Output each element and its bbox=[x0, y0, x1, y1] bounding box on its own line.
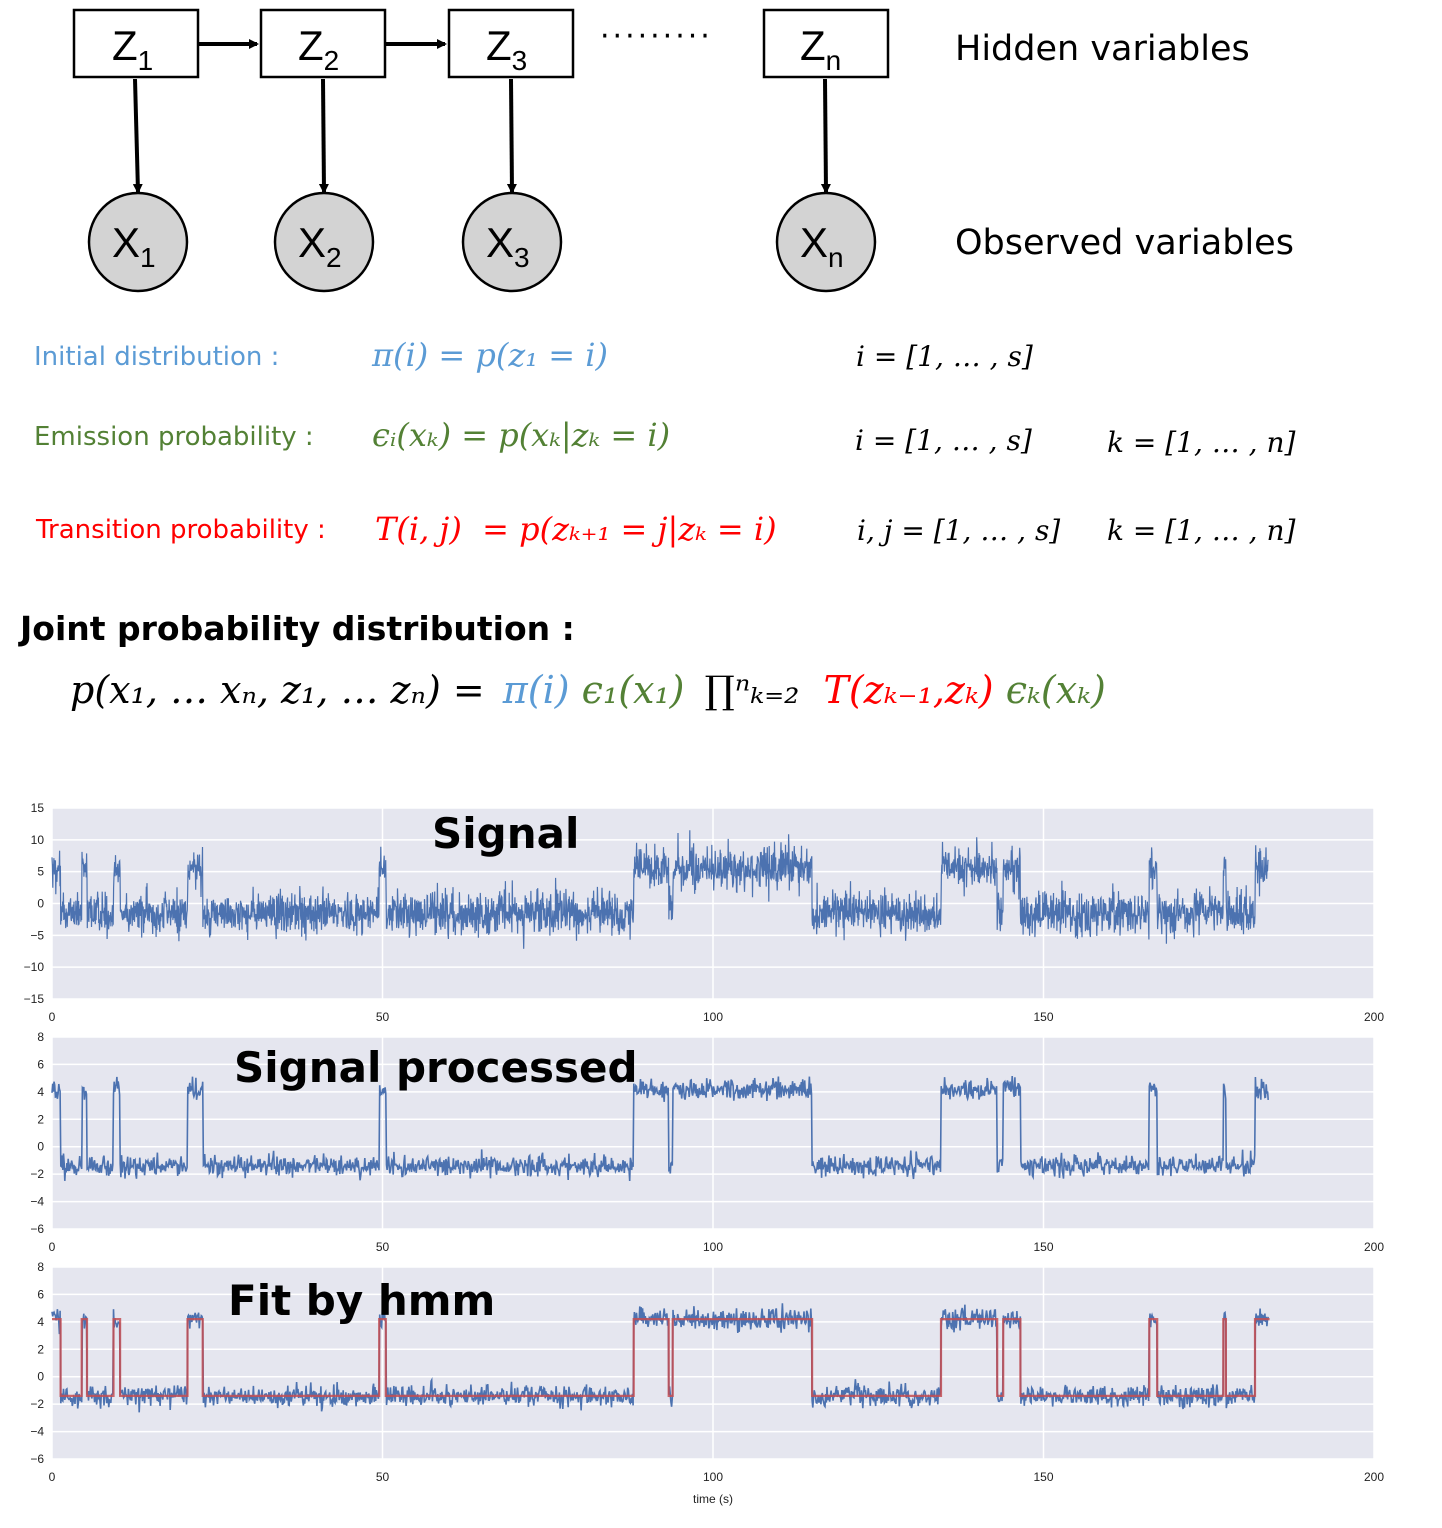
y-tick-label: 10 bbox=[31, 833, 45, 847]
observed-node-x3: X3 bbox=[461, 191, 563, 293]
hidden-variables-label: Hidden variables bbox=[955, 29, 1250, 69]
hidden-node-z1: Z1 bbox=[72, 8, 200, 79]
x-tick-label: 50 bbox=[376, 1010, 390, 1024]
emission-arrow-1 bbox=[132, 78, 143, 194]
hidden-node-z2: Z2 bbox=[259, 8, 387, 79]
definitions: Initial distribution : π(i) = p(z₁ = i) … bbox=[34, 336, 1296, 548]
y-tick-label: −2 bbox=[30, 1167, 44, 1181]
emission-arrow-3 bbox=[506, 78, 517, 194]
emission-arrow-2 bbox=[318, 78, 329, 194]
x-tick-label: 100 bbox=[703, 1240, 723, 1254]
joint-formula: p(x₁, … xₙ, z₁, … zₙ) = π(i) ϵ₁(x₁) ∏ⁿₖ₌… bbox=[70, 668, 1106, 712]
svg-text:X1: X1 bbox=[112, 219, 156, 273]
x-tick-label: 50 bbox=[376, 1240, 390, 1254]
joint-transition: T(zₖ₋₁,zₖ) bbox=[824, 668, 994, 712]
svg-text:Z3: Z3 bbox=[486, 22, 527, 76]
x-tick-label: 200 bbox=[1364, 1470, 1384, 1484]
x-tick-label: 150 bbox=[1033, 1470, 1053, 1484]
y-tick-label: 6 bbox=[37, 1287, 44, 1301]
x-tick-label: 150 bbox=[1033, 1240, 1053, 1254]
y-tick-label: 2 bbox=[37, 1112, 44, 1126]
initial-distribution-range: i = [1, … , s] bbox=[856, 340, 1033, 373]
svg-text:Zn: Zn bbox=[800, 22, 841, 76]
y-tick-label: −5 bbox=[30, 928, 44, 942]
observed-node-xn: Xn bbox=[775, 191, 877, 293]
initial-distribution-formula: π(i) = p(z₁ = i) bbox=[371, 336, 608, 374]
joint-emission-1: ϵ₁(x₁) bbox=[582, 668, 685, 712]
chart-title: Fit by hmm bbox=[228, 1276, 495, 1325]
svg-text:X3: X3 bbox=[486, 219, 530, 273]
svg-text:X2: X2 bbox=[298, 219, 342, 273]
svg-text:Xn: Xn bbox=[800, 219, 844, 273]
y-tick-label: 0 bbox=[37, 1140, 44, 1154]
observed-variables-label: Observed variables bbox=[955, 223, 1294, 263]
y-tick-label: −6 bbox=[30, 1452, 44, 1466]
x-tick-label: 200 bbox=[1364, 1010, 1384, 1024]
emission-probability-range-k: k = [1, … , n] bbox=[1107, 426, 1296, 459]
x-axis-label: time (s) bbox=[693, 1492, 733, 1506]
signal-line bbox=[51, 1303, 1269, 1413]
y-tick-label: −4 bbox=[30, 1195, 44, 1209]
x-tick-label: 0 bbox=[49, 1010, 56, 1024]
transition-probability-label: Transition probability : bbox=[35, 515, 326, 545]
hidden-node-z3: Z3 bbox=[447, 8, 575, 79]
joint-distribution: Joint probability distribution : p(x₁, …… bbox=[18, 609, 1106, 712]
chart-panel-2: 0 50 100 150 200 −6 −4 −2 0 2 4 6 8 Signal processed bbox=[30, 1030, 1384, 1254]
transition-probability-formula: T(i, j) = p(zₖ₊₁ = j|zₖ = i) bbox=[375, 510, 777, 548]
y-tick-label: 8 bbox=[37, 1260, 44, 1274]
y-tick-label: −2 bbox=[30, 1397, 44, 1411]
joint-product: ∏ⁿₖ₌₂ bbox=[705, 668, 800, 712]
transition-probability-range-k: k = [1, … , n] bbox=[1107, 514, 1296, 547]
y-tick-label: 5 bbox=[37, 865, 44, 879]
chain-ellipsis: ········· bbox=[600, 19, 713, 54]
y-tick-label: 4 bbox=[37, 1315, 44, 1329]
x-tick-label: 150 bbox=[1033, 1010, 1053, 1024]
joint-lhs: p(x₁, … xₙ, z₁, … zₙ) = bbox=[70, 668, 485, 712]
y-tick-label: −15 bbox=[24, 992, 45, 1006]
chart-panel-3: 0 50 100 150 200 −6 −4 −2 0 2 4 6 8 Fit by hmm time (s… bbox=[30, 1260, 1384, 1506]
y-tick-label: 4 bbox=[37, 1085, 44, 1099]
y-tick-label: 0 bbox=[37, 897, 44, 911]
x-tick-label: 0 bbox=[49, 1470, 56, 1484]
x-tick-label: 200 bbox=[1364, 1240, 1384, 1254]
x-tick-label: 0 bbox=[49, 1240, 56, 1254]
observed-node-x1: X1 bbox=[87, 191, 189, 293]
hidden-node-zn: Zn bbox=[762, 8, 890, 79]
emission-arrow-n bbox=[820, 78, 831, 194]
emission-probability-formula: ϵᵢ(xₖ) = p(xₖ|zₖ = i) bbox=[372, 416, 670, 454]
chart-panel-1: 0 50 100 150 200 −15 −10 −5 0 5 10 15 Signal bbox=[24, 801, 1385, 1024]
y-tick-label: 0 bbox=[37, 1370, 44, 1384]
hmm-fit-line bbox=[52, 1318, 1270, 1397]
observed-node-x2: X2 bbox=[273, 191, 375, 293]
y-tick-label: 8 bbox=[37, 1030, 44, 1044]
hmm-graph: ········· Z1 Z2 Z3 Zn X1 X2 bbox=[72, 8, 1294, 293]
transition-probability-range-ij: i, j = [1, … , s] bbox=[857, 514, 1060, 547]
y-tick-label: −10 bbox=[24, 960, 45, 974]
x-tick-label: 100 bbox=[703, 1010, 723, 1024]
emission-probability-label: Emission probability : bbox=[34, 422, 314, 452]
x-tick-label: 100 bbox=[703, 1470, 723, 1484]
svg-text:Z2: Z2 bbox=[298, 22, 339, 76]
y-tick-label: −6 bbox=[30, 1222, 44, 1236]
emission-probability-range-i: i = [1, … , s] bbox=[855, 424, 1032, 457]
chart-title: Signal bbox=[432, 809, 579, 858]
joint-heading: Joint probability distribution : bbox=[18, 609, 575, 648]
svg-text:Z1: Z1 bbox=[112, 22, 153, 76]
y-tick-label: −4 bbox=[30, 1425, 44, 1439]
chart-title: Signal processed bbox=[234, 1043, 638, 1092]
joint-pi: π(i) bbox=[502, 668, 570, 712]
signal-line bbox=[51, 1076, 1269, 1182]
x-tick-label: 50 bbox=[376, 1470, 390, 1484]
initial-distribution-label: Initial distribution : bbox=[34, 342, 279, 372]
y-tick-label: 2 bbox=[37, 1342, 44, 1356]
y-tick-label: 6 bbox=[37, 1057, 44, 1071]
joint-emission-k: ϵₖ(xₖ) bbox=[1006, 668, 1106, 712]
y-tick-label: 15 bbox=[31, 801, 45, 815]
signal-line bbox=[51, 830, 1269, 949]
